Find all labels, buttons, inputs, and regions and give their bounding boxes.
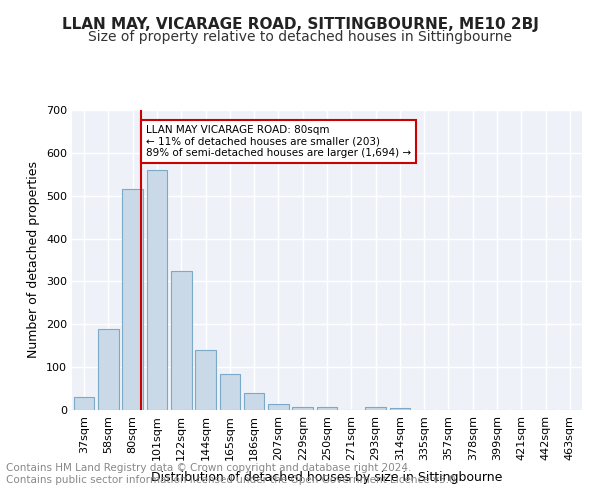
Bar	[268, 404, 289, 410]
Text: LLAN MAY, VICARAGE ROAD, SITTINGBOURNE, ME10 2BJ: LLAN MAY, VICARAGE ROAD, SITTINGBOURNE, …	[62, 18, 538, 32]
Text: Size of property relative to detached houses in Sittingbourne: Size of property relative to detached ho…	[88, 30, 512, 44]
Bar	[292, 406, 313, 410]
Text: Contains HM Land Registry data © Crown copyright and database right 2024.
Contai: Contains HM Land Registry data © Crown c…	[6, 464, 459, 485]
Y-axis label: Number of detached properties: Number of detached properties	[28, 162, 40, 358]
X-axis label: Distribution of detached houses by size in Sittingbourne: Distribution of detached houses by size …	[151, 471, 503, 484]
Bar	[244, 393, 265, 410]
Bar	[220, 374, 240, 410]
Bar	[389, 408, 410, 410]
Bar	[122, 190, 143, 410]
Text: LLAN MAY VICARAGE ROAD: 80sqm
← 11% of detached houses are smaller (203)
89% of : LLAN MAY VICARAGE ROAD: 80sqm ← 11% of d…	[146, 125, 411, 158]
Bar	[146, 170, 167, 410]
Bar	[317, 406, 337, 410]
Bar	[74, 397, 94, 410]
Bar	[195, 350, 216, 410]
Bar	[365, 406, 386, 410]
Bar	[98, 328, 119, 410]
Bar	[171, 270, 191, 410]
